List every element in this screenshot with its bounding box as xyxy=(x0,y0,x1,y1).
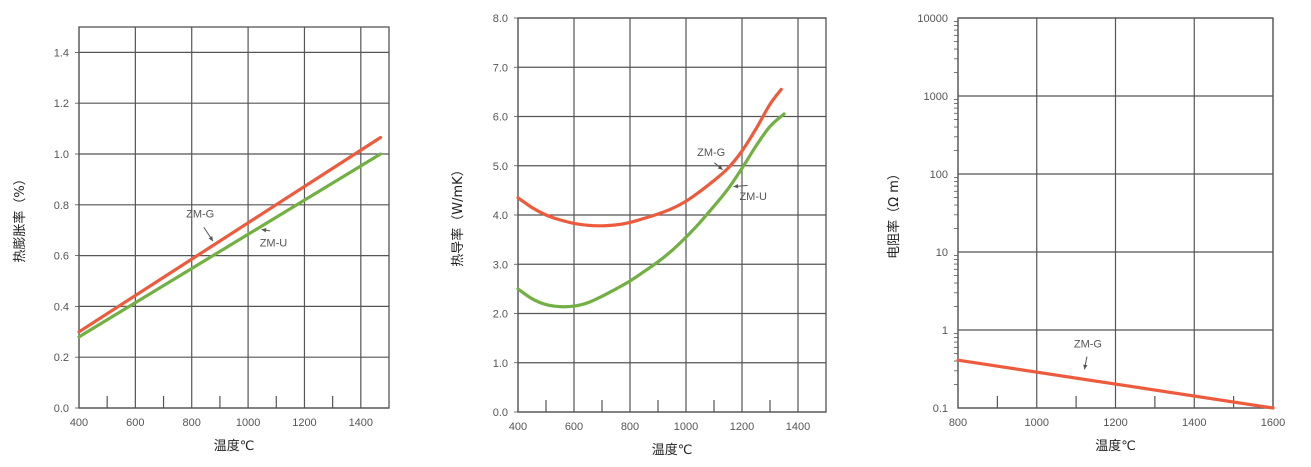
x-tick-label: 1000 xyxy=(236,417,260,429)
series-line-zm-u xyxy=(77,152,383,339)
y-tick-label: 8.0 xyxy=(493,13,508,25)
resistivity-chart: 0.1 1 10 100 1000 10000 800 1000 1200 1400 1600 温度℃… xyxy=(886,13,1285,454)
annotation-arrow-head xyxy=(208,236,213,242)
x-tick-label: 800 xyxy=(949,417,967,429)
series-line-zm-u xyxy=(516,112,786,309)
y-tick-label: 7.0 xyxy=(493,62,508,74)
y-tick-label: 1.0 xyxy=(54,149,69,161)
y-tick-label: 100 xyxy=(930,169,948,181)
x-axis-title: 温度℃ xyxy=(214,438,255,454)
y-tick-label: 1000 xyxy=(924,91,948,103)
y-axis-title: 热膨胀率（%） xyxy=(12,172,28,262)
y-tick-label: 2.0 xyxy=(493,309,508,321)
annotation-arrow-head xyxy=(717,165,723,170)
annotation-zm-g: ZM-G xyxy=(186,209,214,221)
x-tick-label: 1400 xyxy=(1182,417,1206,429)
y-tick-label: 0.1 xyxy=(933,403,948,415)
annotation-arrow-head xyxy=(1083,364,1088,370)
x-tick-label: 1000 xyxy=(674,421,698,433)
x-tick-label: 1400 xyxy=(786,421,810,433)
y-tick-label: 6.0 xyxy=(493,112,508,124)
y-tick-label: 0.4 xyxy=(54,301,69,313)
y-tick-label: 10 xyxy=(936,247,948,259)
y-tick-label: 1 xyxy=(942,325,948,337)
annotation-arrow-head xyxy=(261,228,267,233)
y-axis-title: 热导率（W/mK） xyxy=(450,163,466,266)
x-tick-label: 400 xyxy=(70,417,88,429)
y-tick-label: 3.0 xyxy=(493,259,508,271)
y-tick-label: 0.0 xyxy=(54,403,69,415)
x-tick-label: 1400 xyxy=(349,417,373,429)
y-axis-title: 电阻率（Ω m） xyxy=(886,167,902,259)
plot-frame xyxy=(78,26,390,409)
annotation-zm-g: ZM-G xyxy=(1074,338,1102,350)
x-tick-label: 400 xyxy=(509,421,527,433)
x-tick-label: 1200 xyxy=(1103,417,1127,429)
x-tick-label: 1200 xyxy=(730,421,754,433)
x-tick-label: 600 xyxy=(565,421,583,433)
x-tick-label: 1200 xyxy=(292,417,316,429)
annotation-zm-u: ZM-U xyxy=(739,191,767,203)
y-tick-label: 0.2 xyxy=(54,352,69,364)
x-axis-title: 温度℃ xyxy=(652,442,693,458)
annotation-zm-u: ZM-U xyxy=(260,238,288,250)
x-tick-label: 800 xyxy=(183,417,201,429)
y-tick-label: 5.0 xyxy=(493,161,508,173)
y-tick-label: 1.4 xyxy=(54,47,69,59)
y-tick-label: 10000 xyxy=(917,13,948,25)
x-tick-label: 1000 xyxy=(1025,417,1049,429)
x-tick-label: 600 xyxy=(126,417,144,429)
x-tick-label: 800 xyxy=(621,421,639,433)
y-tick-label: 4.0 xyxy=(493,210,508,222)
thermal-conductivity-chart: 0.0 1.0 2.0 3.0 4.0 5.0 6.0 7.0 8.0 400 600 800 1000… xyxy=(450,13,827,458)
x-axis-title: 温度℃ xyxy=(1095,438,1136,454)
y-tick-label: 0.0 xyxy=(493,407,508,419)
series-line-zm-g xyxy=(77,135,383,334)
y-tick-label: 1.0 xyxy=(493,358,508,370)
annotation-arrow-head xyxy=(733,184,739,189)
series-line-zm-g xyxy=(516,87,783,228)
y-tick-label: 0.6 xyxy=(54,251,69,263)
annotation-zm-g: ZM-G xyxy=(697,147,725,159)
x-tick-label: 1600 xyxy=(1261,417,1285,429)
y-tick-label: 1.2 xyxy=(54,98,69,110)
y-tick-label: 0.8 xyxy=(54,200,69,212)
series-line-zm-g xyxy=(956,358,1275,410)
thermal-expansion-chart: 0.0 0.2 0.4 0.6 0.8 1.0 1.2 1.4 400 600 800 1000 120… xyxy=(12,26,390,454)
